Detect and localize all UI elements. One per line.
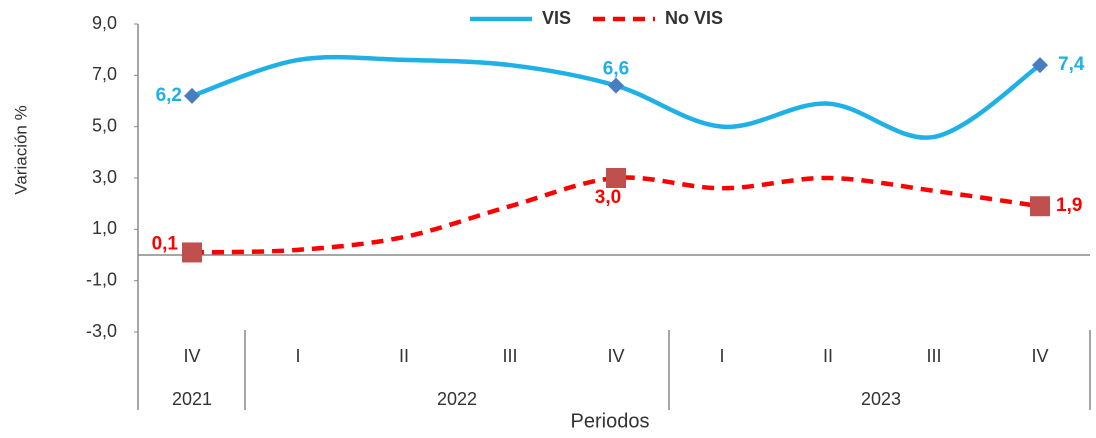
- group-label: 2021: [172, 389, 212, 409]
- x-tick-label: I: [295, 346, 300, 366]
- x-tick-label: III: [502, 346, 517, 366]
- legend-label: VIS: [542, 8, 571, 28]
- legend-label: No VIS: [665, 8, 723, 28]
- x-tick-label: IV: [183, 346, 200, 366]
- x-axis-title: Periodos: [571, 410, 650, 432]
- marker: [184, 87, 200, 104]
- x-tick-label: III: [926, 346, 941, 366]
- data-label: 0,1: [152, 233, 179, 254]
- y-tick-label: -3,0: [86, 321, 117, 341]
- x-tick-label: II: [823, 346, 833, 366]
- y-tick-label: -1,0: [86, 269, 117, 289]
- x-tick-label: II: [399, 346, 409, 366]
- y-tick-label: 9,0: [92, 13, 117, 33]
- data-label: 6,6: [603, 59, 629, 80]
- marker: [606, 168, 626, 188]
- marker: [1030, 196, 1050, 217]
- y-tick-label: 1,0: [92, 218, 117, 238]
- y-tick-label: 5,0: [92, 115, 117, 135]
- y-tick-label: 3,0: [92, 167, 117, 187]
- x-tick-label: IV: [607, 346, 624, 366]
- series-line: [191, 175, 1041, 255]
- data-label: 7,4: [1058, 54, 1085, 75]
- marker: [608, 77, 624, 94]
- data-label: 6,2: [156, 85, 182, 106]
- x-tick-label: I: [719, 346, 724, 366]
- y-tick-label: 7,0: [92, 64, 117, 84]
- data-label: 3,0: [595, 187, 621, 208]
- marker: [1032, 57, 1048, 74]
- marker: [182, 242, 202, 263]
- data-label: 1,9: [1056, 195, 1082, 216]
- x-tick-label: IV: [1031, 346, 1048, 366]
- group-label: 2023: [861, 389, 901, 409]
- group-label: 2022: [437, 389, 477, 409]
- y-axis-title: Variación %: [11, 105, 30, 194]
